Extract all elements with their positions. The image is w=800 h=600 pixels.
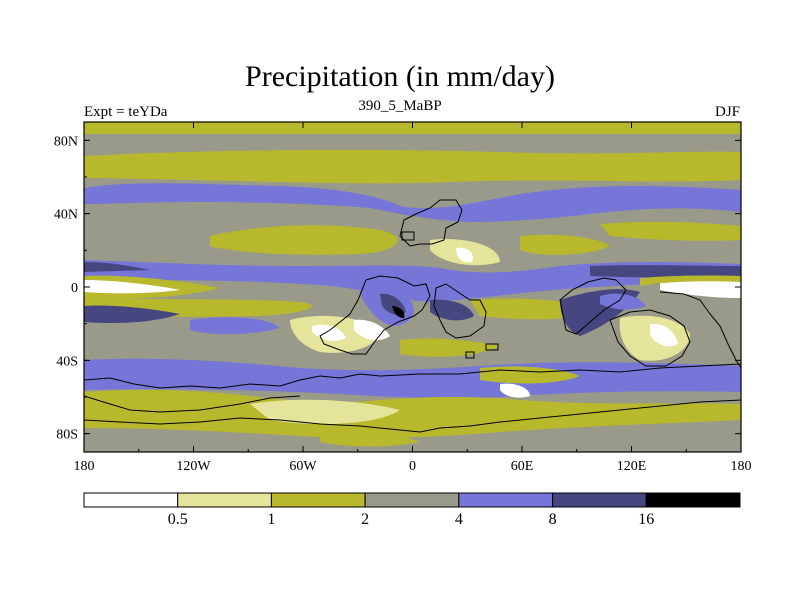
blob-australia-dry-core — [650, 323, 678, 347]
coast-madagascar — [465, 351, 475, 359]
colorbar-label: 1 — [267, 511, 275, 528]
colorbar-swatch — [645, 492, 741, 508]
experiment-label: Expt = teYDa — [84, 104, 168, 120]
colorbar-label: 16 — [638, 511, 654, 528]
lon-tick-label: 120W — [176, 459, 211, 474]
coast-antarctica-south — [84, 399, 741, 433]
blob-north-pacific-dry — [600, 221, 741, 241]
tongue-west-pacific — [640, 275, 741, 286]
coastlines — [84, 199, 741, 433]
blob-atlantic-dry-core — [354, 319, 390, 341]
coast-island — [485, 343, 499, 351]
lon-tick-label: 60E — [511, 459, 534, 474]
colorbar-label: 0.5 — [168, 511, 188, 528]
coast-australia — [609, 309, 691, 367]
blob-spcz-core — [84, 305, 180, 324]
lat-tick-label: 80S — [56, 428, 78, 443]
period-label: 390_5_MaBP — [358, 98, 442, 114]
colorbar-label: 2 — [361, 511, 369, 528]
colorbar-swatch — [458, 492, 554, 508]
colorbar-label: 4 — [455, 511, 463, 528]
blob-south-america-max — [392, 306, 405, 318]
blob-antarctic-dry — [250, 399, 400, 425]
colorbar: 0.5 1 2 4 8 16 — [83, 492, 741, 528]
blob-north-atlantic-dry — [210, 225, 398, 255]
colorbar-label: 8 — [549, 511, 557, 528]
blob-south-atlantic-dry — [400, 338, 500, 357]
coast-africa — [433, 283, 487, 339]
axis-ticks — [83, 122, 742, 452]
lon-tick-label: 120E — [617, 459, 647, 474]
coast-antarctic-peninsula — [84, 395, 301, 413]
lon-tick-label: 0 — [409, 459, 416, 474]
blob-south-pacific-wet — [190, 317, 280, 335]
coast-south-america — [319, 275, 431, 355]
lat-tick-label: 40S — [56, 354, 78, 369]
colorbar-swatch — [552, 492, 647, 508]
coast-iberia — [401, 231, 415, 241]
itcz-pacific-core — [590, 265, 741, 278]
band-itcz — [84, 260, 741, 302]
band-80n — [84, 134, 741, 156]
plot-title: Precipitation (in mm/day) — [245, 60, 555, 93]
blob-asia-dry — [520, 234, 610, 255]
band-south-pole — [84, 430, 741, 452]
lon-tick-label: 180 — [74, 459, 95, 474]
blob-sahara-core — [456, 247, 473, 263]
colorbar-swatch — [177, 492, 272, 508]
colorbar-swatch — [364, 492, 460, 508]
season-label: DJF — [714, 104, 740, 120]
blob-antarctic-white — [500, 383, 530, 398]
colorbar-swatch — [83, 492, 179, 508]
blob-africa-wet-core — [430, 299, 474, 321]
blob-south-pole-yellow — [320, 431, 420, 447]
coast-maritime — [559, 277, 627, 335]
precip-field — [84, 122, 741, 452]
band-southern-storm-track — [84, 358, 741, 399]
lat-tick-label: 0 — [71, 281, 78, 296]
coast-antarctica-north — [84, 363, 741, 389]
band-storm-track — [84, 183, 741, 222]
coast-pacific-islands — [659, 291, 741, 369]
lat-tick-label: 80N — [54, 134, 78, 149]
lat-tick-label: 40N — [54, 208, 78, 223]
lon-tick-label: 180 — [731, 459, 752, 474]
band-60n — [84, 149, 741, 184]
colorbar-swatch — [270, 492, 366, 508]
tongue-east-pacific-core — [84, 280, 180, 294]
axis-tick-labels: 80N 40N 0 40S 80S 180 120W 60W 0 60E 120E 180 — [54, 134, 752, 474]
lon-tick-label: 60W — [289, 459, 317, 474]
coast-europe — [399, 199, 463, 247]
itcz-west-core — [84, 262, 150, 272]
